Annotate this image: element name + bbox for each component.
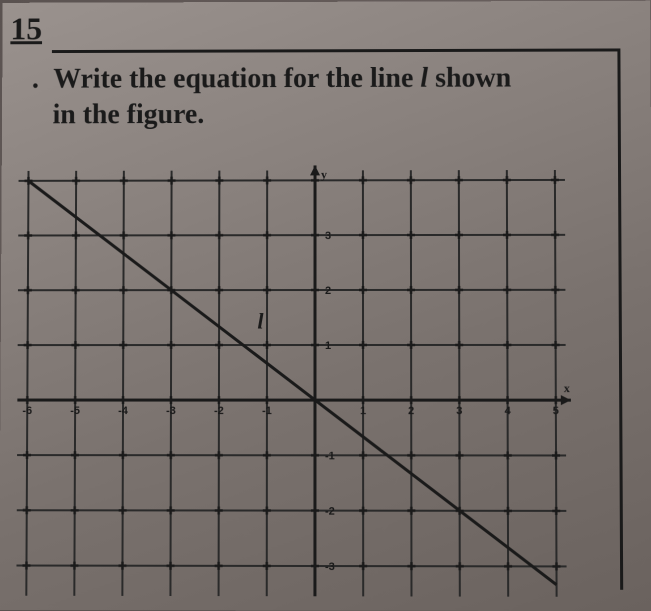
svg-text:3: 3 — [456, 405, 462, 417]
svg-text:3: 3 — [325, 230, 331, 242]
svg-text:-3: -3 — [166, 405, 176, 417]
question-line1: Write the equation for the line — [53, 63, 413, 95]
worksheet-page: 15 . Write the equation for the line l s… — [0, 1, 651, 611]
question-number: . — [32, 64, 39, 95]
svg-text:-3: -3 — [325, 561, 335, 573]
svg-text:y: y — [321, 167, 327, 181]
svg-text:-4: -4 — [118, 405, 129, 417]
header: 15 — [2, 1, 650, 57]
svg-text:-1: -1 — [325, 450, 335, 462]
question-var: l — [420, 63, 428, 94]
svg-text:x: x — [564, 381, 570, 395]
svg-text:5: 5 — [553, 405, 559, 417]
coordinate-grid: -6 -5 -4 -3 -2 -1 1 2 3 4 5 -3 -2 -1 1 2 3 x y l — [14, 155, 617, 597]
svg-text:4: 4 — [505, 405, 512, 417]
svg-text:2: 2 — [408, 405, 414, 417]
border-top — [52, 48, 620, 53]
svg-text:1: 1 — [325, 340, 331, 352]
svg-text:-1: -1 — [262, 405, 272, 417]
svg-text:1: 1 — [360, 405, 366, 417]
svg-text:2: 2 — [325, 285, 331, 297]
border-right — [617, 48, 623, 589]
question-text: . Write the equation for the line l show… — [32, 60, 610, 134]
svg-text:-6: -6 — [22, 405, 32, 417]
page-number: 15 — [10, 11, 42, 48]
question-line1-end: shown — [435, 63, 511, 94]
svg-text:-2: -2 — [325, 506, 335, 518]
grid-svg: -6 -5 -4 -3 -2 -1 1 2 3 4 5 -3 -2 -1 1 2 3 x y l — [14, 155, 617, 597]
svg-text:-2: -2 — [214, 405, 224, 417]
svg-text:l: l — [257, 308, 264, 333]
svg-text:-5: -5 — [70, 405, 80, 417]
question-line2: in the figure. — [53, 100, 205, 131]
